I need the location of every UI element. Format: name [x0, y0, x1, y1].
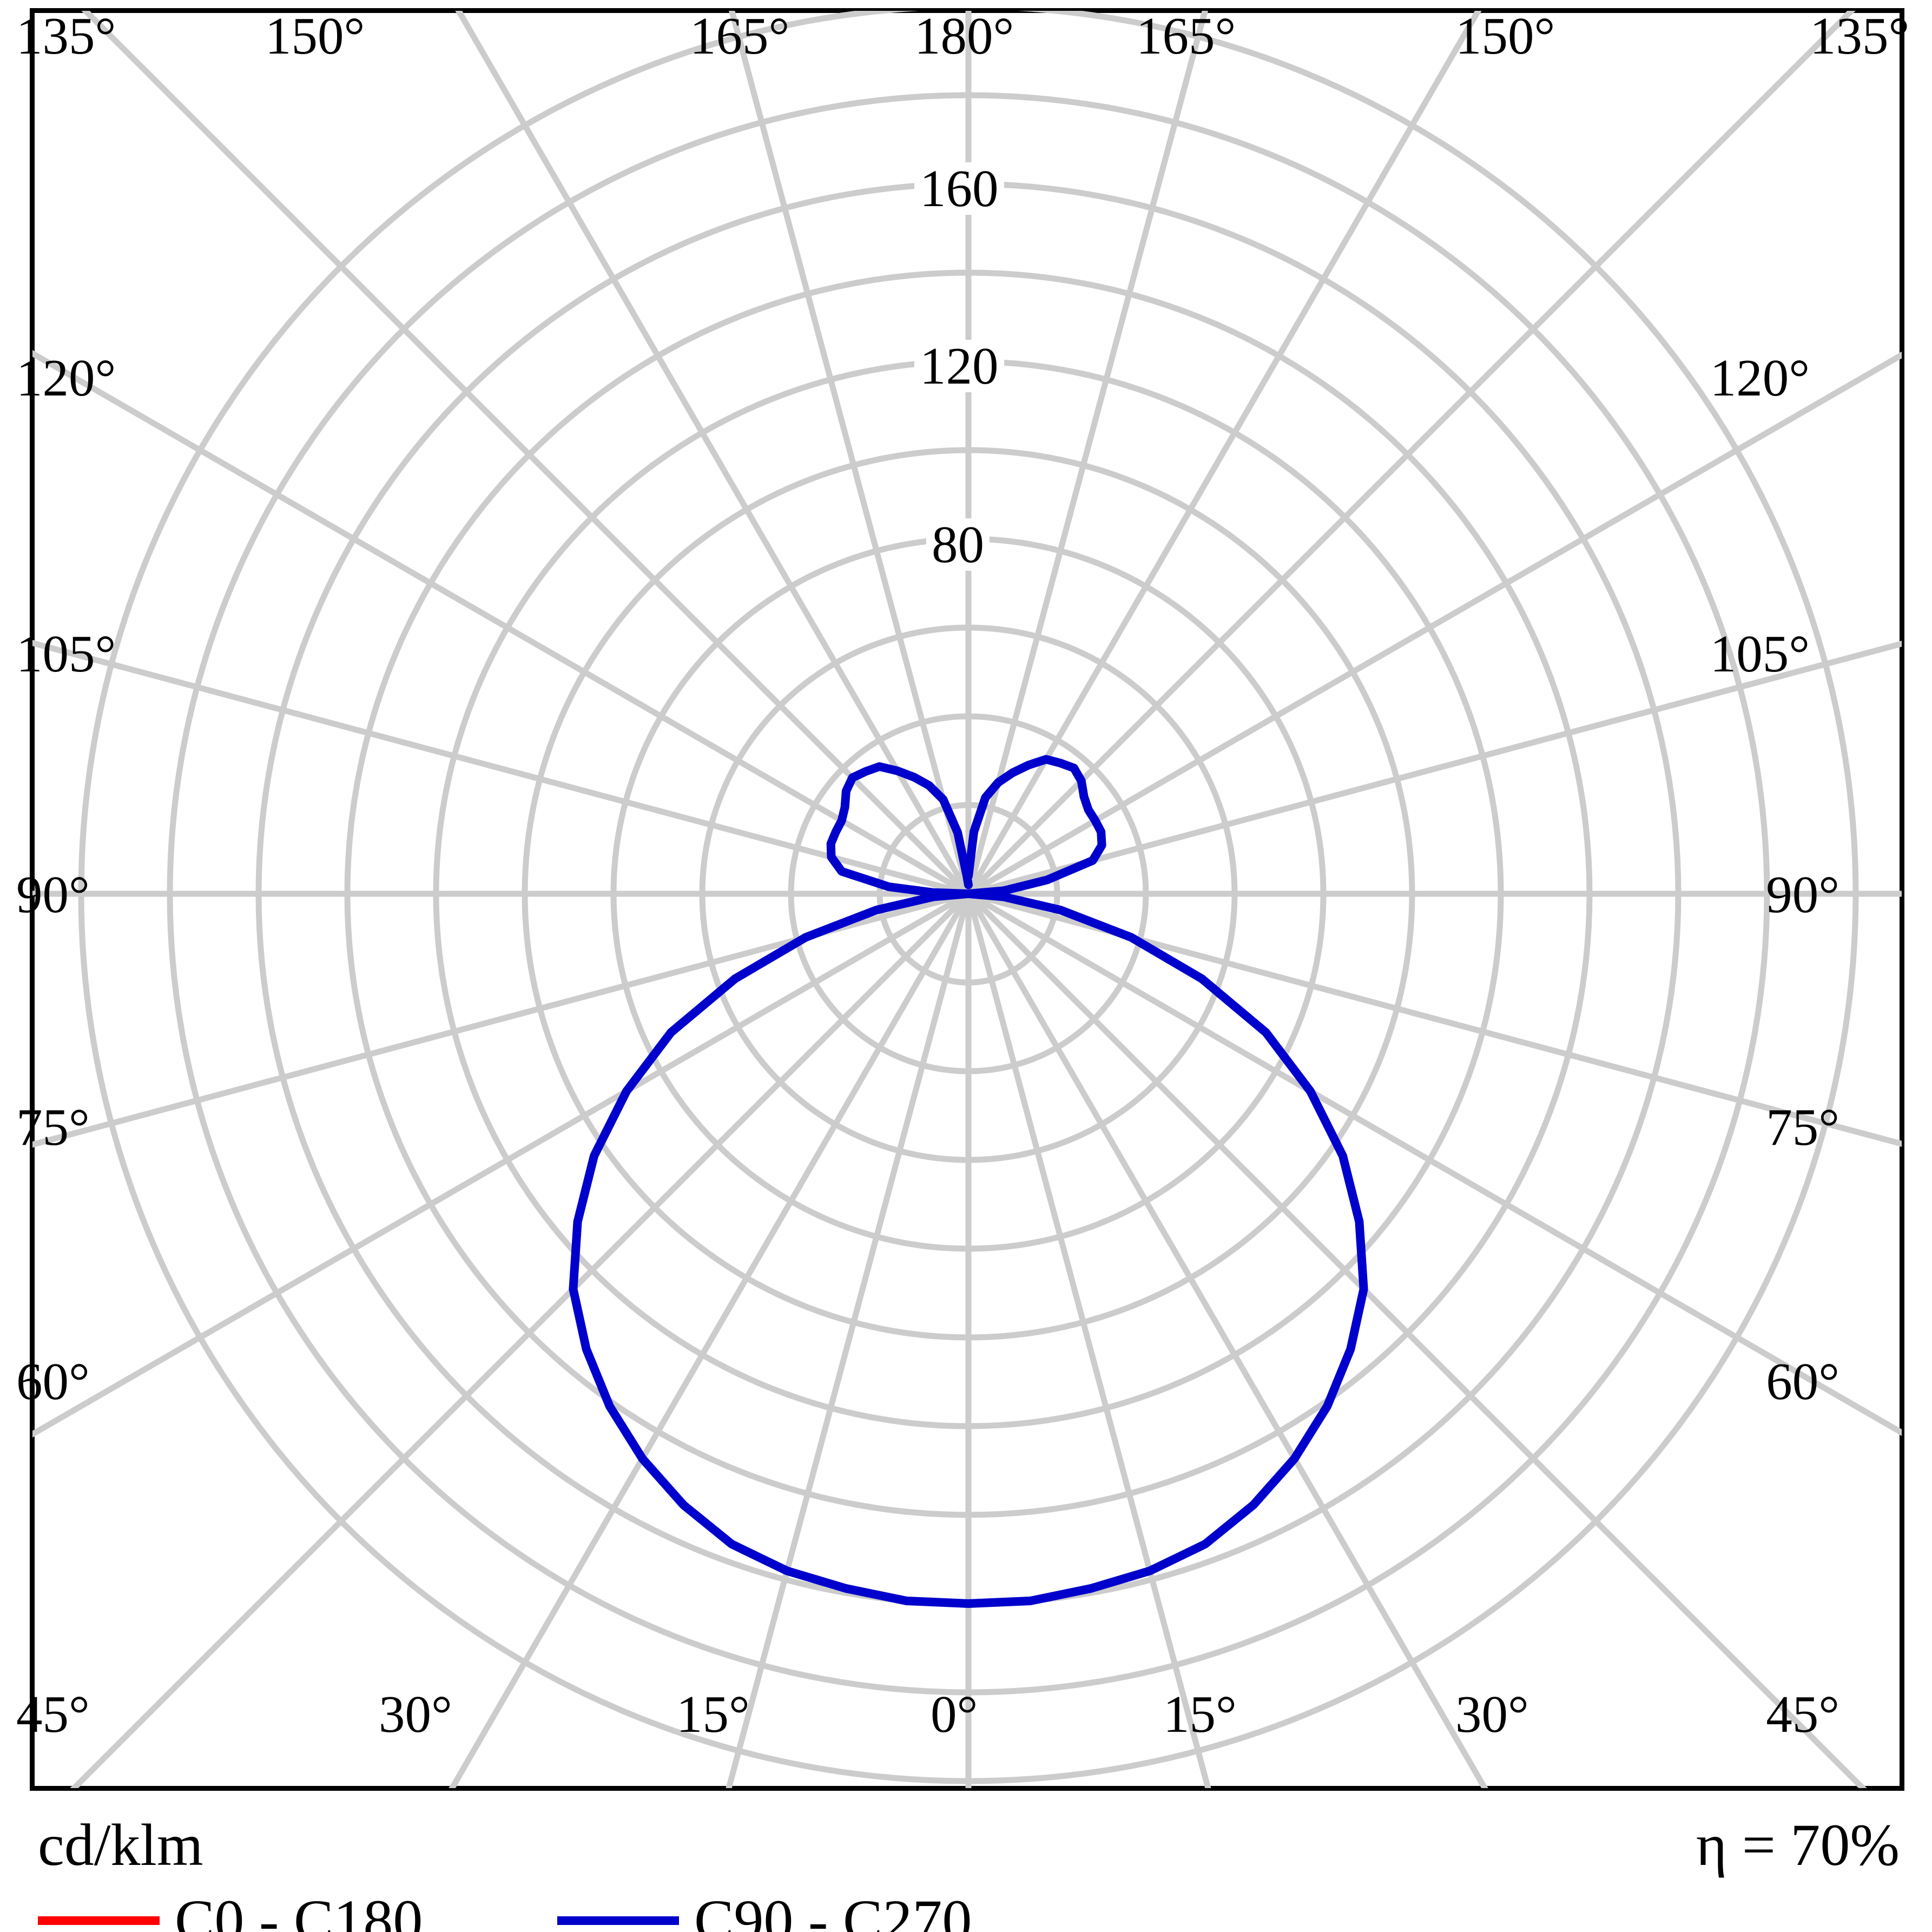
legend-label-c90-c270: C90 - C270	[694, 1888, 972, 1932]
legend-swatch-blue	[557, 1916, 679, 1925]
angle-label-right-2: 90°	[1766, 866, 1839, 924]
angle-label-left-3: 75°	[16, 1098, 90, 1156]
angle-label-top-4: 165°	[1136, 7, 1236, 65]
angle-label-left-1: 105°	[16, 625, 116, 683]
efficiency-label: η = 70%	[1696, 1812, 1900, 1878]
angle-label-bottom-1: 15°	[676, 1685, 750, 1743]
angle-label-right-4: 60°	[1766, 1353, 1839, 1410]
angle-label-bottom-2: 0°	[931, 1685, 978, 1743]
angle-label-left-5: 45°	[16, 1685, 90, 1743]
angle-label-left-2: 90°	[16, 866, 90, 924]
legend-bar: cd/klm η = 70% C0 - C180 C90 - C270	[0, 1796, 1932, 1932]
angle-label-right-1: 105°	[1710, 625, 1810, 683]
unit-label: cd/klm	[38, 1812, 203, 1878]
angle-label-top-6: 135°	[1810, 7, 1910, 65]
legend-item-c0-c180: C0 - C180	[38, 1891, 423, 1932]
angle-label-top-5: 150°	[1455, 7, 1555, 65]
legend-item-c90-c270: C90 - C270	[557, 1891, 972, 1932]
angle-label-bottom-3: 15°	[1163, 1685, 1237, 1743]
plot-frame	[30, 8, 1904, 1791]
radial-tick-label-0: 160	[914, 162, 1004, 215]
angle-label-top-3: 180°	[914, 7, 1014, 65]
angle-label-top-2: 165°	[690, 7, 790, 65]
angle-label-bottom-0: 30°	[379, 1685, 452, 1743]
angle-label-right-0: 120°	[1710, 349, 1810, 407]
angle-label-top-1: 150°	[265, 7, 365, 65]
angle-label-left-0: 120°	[16, 349, 116, 407]
radial-tick-label-2: 80	[926, 518, 990, 571]
angle-label-left-4: 60°	[16, 1353, 90, 1410]
legend-swatch-red	[38, 1916, 160, 1925]
angle-label-right-5: 45°	[1766, 1685, 1839, 1743]
legend-label-c0-c180: C0 - C180	[175, 1888, 423, 1932]
angle-label-top-0: 135°	[16, 7, 116, 65]
angle-label-bottom-4: 30°	[1455, 1685, 1529, 1743]
angle-label-right-3: 75°	[1766, 1098, 1839, 1156]
radial-tick-label-1: 120	[914, 340, 1004, 392]
